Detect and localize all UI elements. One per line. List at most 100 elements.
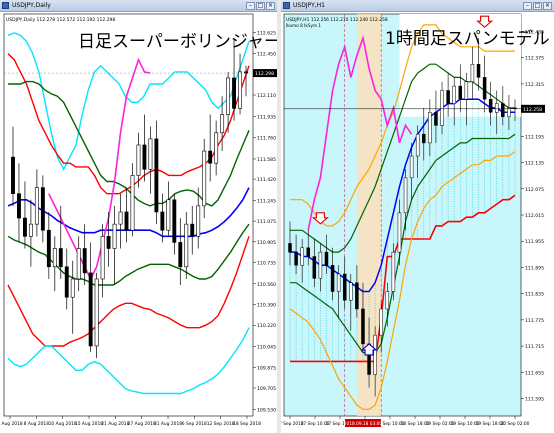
close-button[interactable]: × [266,2,275,10]
y-tick-label: 112.375 [525,56,544,62]
candle-body [11,156,15,194]
candle-body [94,278,99,347]
daily-chart-heading: 日足スーパーボリンジャー [78,32,277,52]
candle-body [470,64,475,82]
candle-body [452,85,456,104]
candle-body [214,132,219,164]
y-tick-label: 111.895 [525,265,544,271]
y-tick-label: 111.760 [257,136,276,142]
y-tick-label: 111.420 [257,177,276,183]
candle-body [178,242,183,268]
x-tick-label: 19 Sep 02:00 [426,421,455,427]
y-tick-label: 112.015 [525,213,544,219]
x-tick-label: 27 Aug 2018 [128,421,156,427]
y-tick-label: 110.905 [257,240,276,246]
y-tick-label: 111.955 [525,239,544,245]
candle-body [40,187,45,231]
y-tick-label: 111.075 [257,219,276,225]
x-tick-label: 19 Sep 18:00 [476,421,505,427]
daily-bollinger-chart[interactable]: USDJPY,Daily 112.278 112.572 112.192 112… [0,12,277,433]
candle-body [318,251,323,279]
series-sigma1_lower [290,133,516,354]
h1-chart-heading: 1時間足スパンモデル [385,29,550,49]
window-divider [277,0,281,433]
x-tick-label: 19 Sep 10:00 [451,421,480,427]
candle-body [336,273,341,292]
candle-body [306,247,310,257]
candle-body [190,223,195,237]
candle-body [220,114,225,134]
h1-ohlc-info: USDJPY,H1 112.256 112.270 112.240 112.25… [286,17,388,23]
candle-body [22,217,27,237]
candle-body [385,291,390,310]
candle-body [142,144,147,170]
x-tick-label: 18 Sep 10:00 [376,421,405,427]
series-sigma3_lower [7,327,250,395]
buy-signal-arrow [360,343,378,356]
y-tick-label: 110.220 [257,323,276,329]
candle-body [409,155,414,179]
candle-body [136,144,141,176]
candle-body [422,133,426,144]
y-tick-label: 109.530 [257,407,276,413]
minimize-button[interactable]: – [246,2,255,10]
series-chikou [48,57,151,281]
minimize-button[interactable]: – [523,2,532,10]
series-sigma1_upper [290,63,515,253]
candle-body [294,251,298,266]
y-tick-label: 112.135 [525,161,544,167]
candle-body [495,103,499,113]
x-tick-label: 18 Sep 2018 [233,421,261,427]
candle-body [379,308,383,336]
daily-chart-window[interactable]: USDJPY,Daily – □ × USDJPY,Daily 112.278 … [0,0,277,433]
candle-body [440,90,444,126]
y-tick-label: 111.595 [525,397,544,403]
x-tick-label: 15 Aug 2018 [75,421,103,427]
candle-body [184,223,189,268]
price-badge-bg [521,104,545,113]
timestamp-label-bg [344,419,381,427]
close-button[interactable]: × [543,2,552,10]
h1-window-titlebar[interactable]: USDJPY,H1 – □ × [281,0,554,12]
candle-body [464,81,469,100]
y-tick-label: 111.775 [525,318,544,324]
x-tick-label: 21 Aug 2018 [101,421,129,427]
maximize-button[interactable]: □ [533,2,542,10]
candle-body [208,150,213,164]
candle-body [415,133,420,157]
candle-body [58,248,63,268]
series-chikou [307,34,413,231]
candle-body [244,71,248,74]
candle-body [349,282,353,301]
maximize-button[interactable]: □ [256,2,265,10]
x-tick-label: 18 Sep 18:00 [401,421,430,427]
x-tick-label: 12 Sep 2018 [207,421,235,427]
y-tick-label: 110.045 [257,345,276,351]
h1-chart-window[interactable]: USDJPY,H1 – □ × USDJPY,H1 112.256 112.27… [281,0,554,433]
y-tick-label: 111.835 [525,292,544,298]
price-badge-label: 112.258 [523,107,542,113]
candle-body [34,187,39,225]
daily-window-titlebar[interactable]: USDJPY,Daily – □ × [0,0,277,12]
daily-window-title: USDJPY,Daily [12,2,51,9]
candle-body [507,107,511,117]
series-envelope_upper [290,24,515,227]
y-tick-label: 111.935 [257,114,276,120]
daily-ohlc-info: USDJPY,Daily 112.278 112.572 112.192 112… [6,17,115,23]
h1-span-model-chart[interactable]: USDJPY,H1 112.256 112.270 112.240 112.25… [281,12,554,433]
candle-body [330,265,335,292]
x-tick-label: 17 Sep 2018 [281,421,304,427]
candle-body [130,175,135,231]
candle-body [46,229,51,268]
candle-body [428,112,432,144]
series-span_a [290,98,515,293]
candle-body [361,308,365,345]
x-tick-label: 31 Aug 2018 [154,421,182,427]
y-tick-label: 112.110 [257,93,276,99]
x-tick-label: 10 Aug 2018 [49,421,77,427]
y-tick-label: 110.560 [257,282,276,288]
x-tick-label: 8 Aug 2018 [24,421,50,427]
x-tick-label: 3 Aug 2018 [0,421,23,427]
chart-window-icon [2,2,9,9]
candle-body [166,199,171,231]
